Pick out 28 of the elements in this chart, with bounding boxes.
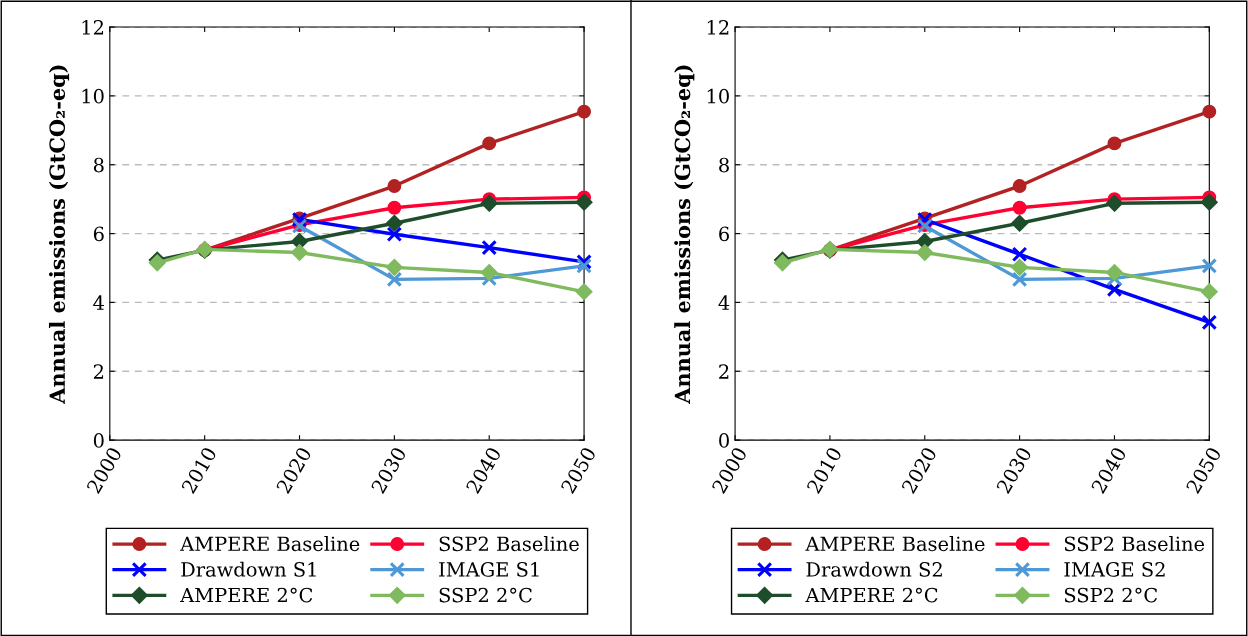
legend-label: AMPERE 2°C	[805, 587, 938, 603]
legend-label: SSP2 Baseline	[439, 536, 579, 552]
legend-label: IMAGE S1	[439, 562, 539, 577]
legend-label: SSP2 2°C	[439, 587, 532, 603]
legend-label: SSP2 2°C	[1064, 587, 1158, 603]
y-tick-label: 2	[719, 364, 729, 379]
y-tick-label: 6	[719, 226, 729, 242]
legend-label: Drawdown S1	[181, 561, 316, 577]
legend-label: Drawdown S2	[806, 561, 942, 577]
y-tick-label: 12	[82, 19, 104, 35]
y-tick-label: 4	[718, 295, 730, 310]
y-tick-label: 12	[707, 19, 729, 35]
y-tick-label: 6	[93, 226, 104, 242]
y-tick-label: 10	[707, 88, 729, 104]
y-tick-label: 10	[82, 88, 104, 104]
y-axis-title: Annual emissions (GtCO₂-eq)	[48, 65, 70, 404]
legend-label: AMPERE 2°C	[180, 587, 313, 603]
legend-label: IMAGE S2	[1064, 562, 1165, 577]
legend-label: AMPERE Baseline	[805, 536, 985, 552]
y-axis-title: Annual emissions (GtCO₂-eq)	[674, 65, 695, 404]
y-tick-label: 0	[719, 433, 729, 448]
y-tick-label: 0	[93, 433, 104, 448]
y-tick-label: 8	[719, 157, 729, 173]
y-tick-label: 8	[93, 157, 104, 173]
legend-label: SSP2 Baseline	[1064, 536, 1205, 552]
legend-label: AMPERE Baseline	[180, 536, 360, 552]
y-tick-label: 2	[93, 364, 104, 379]
y-tick-label: 4	[93, 295, 104, 310]
